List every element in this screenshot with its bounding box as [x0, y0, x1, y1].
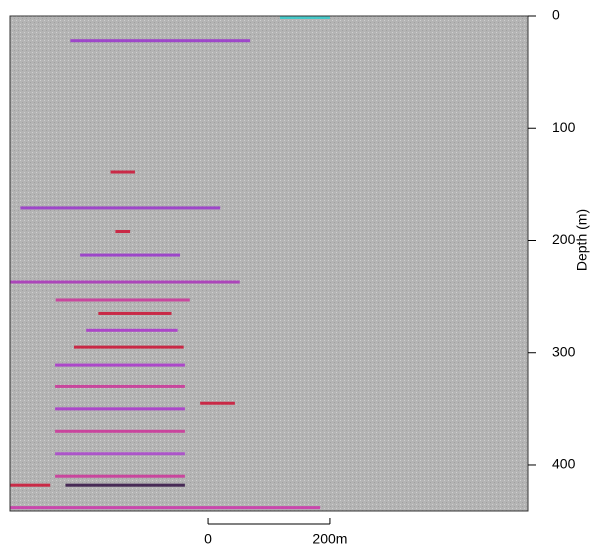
echo [55, 429, 185, 433]
y-tick-label: 100 [552, 119, 576, 135]
echo [110, 170, 135, 174]
echo [10, 506, 321, 510]
echo [86, 328, 178, 332]
y-tick-label: 300 [552, 343, 576, 359]
echo [80, 253, 181, 257]
echo [55, 474, 185, 478]
plot-frame [9, 15, 529, 512]
echo [10, 280, 240, 284]
scale-label: 200m [312, 531, 347, 547]
echo [55, 298, 190, 302]
echo [20, 206, 221, 210]
echo [200, 401, 235, 405]
echo [65, 483, 185, 487]
echo [98, 311, 172, 315]
echo [55, 384, 185, 388]
echo [279, 16, 330, 19]
plot-area [10, 16, 528, 511]
echo [55, 407, 185, 411]
scale-label: 0 [204, 531, 212, 547]
echo [55, 363, 185, 367]
y-axis-label: Depth (m) [574, 209, 590, 271]
echo [55, 452, 185, 456]
echo [70, 39, 251, 43]
y-tick-label: 400 [552, 456, 576, 472]
echo [10, 483, 51, 487]
echo [73, 345, 184, 349]
echo [115, 230, 131, 234]
y-tick-label: 200 [552, 231, 576, 247]
y-tick-label: 0 [552, 7, 560, 23]
